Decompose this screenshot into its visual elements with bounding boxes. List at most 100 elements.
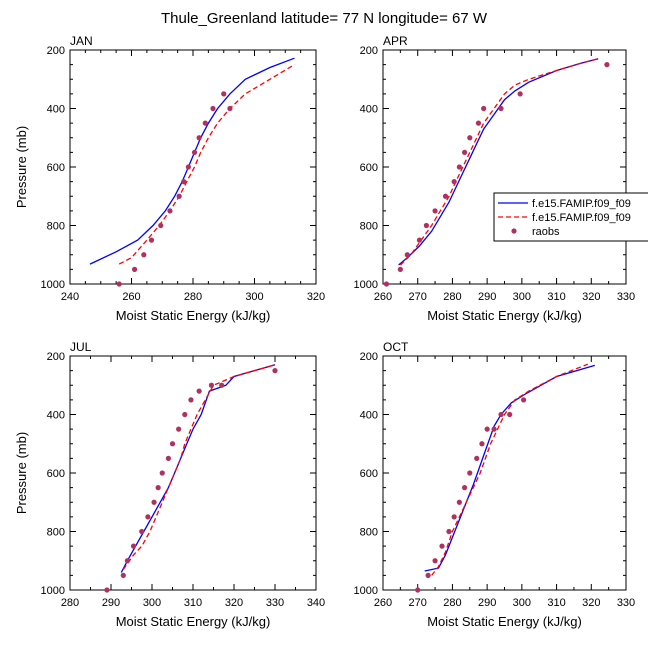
y-tick-label: 1000: [41, 585, 65, 597]
legend: f.e15.FAMIP.f09_f09 f.e15.FAMIP.f09_f09ra…: [493, 192, 648, 242]
raobs-point: [130, 543, 137, 549]
raobs-point: [404, 252, 410, 258]
raobs-point: [148, 237, 155, 243]
panel-oct: 260 270 280 290 300 310 320 330 200 400 600 800 1000…: [354, 340, 636, 629]
x-axis-label: Moist Static Energy (kJ/kg): [427, 614, 582, 629]
raobs-point: [498, 411, 504, 418]
y-tick-label: 400: [360, 104, 378, 116]
panel-jan: 240 260 280 300 320 200 400 600 800 1000 JAN Moist …: [14, 34, 325, 323]
y-tick-label: 600: [360, 162, 378, 174]
raobs-point: [507, 411, 513, 418]
raobs-point: [185, 164, 191, 170]
x-tick-label: 310: [184, 597, 202, 609]
x-tick-label: 260: [374, 291, 392, 303]
x-tick-label: 330: [617, 291, 635, 303]
legend-label: raobs: [532, 226, 560, 238]
raobs-point: [423, 222, 429, 229]
x-tick-label: 280: [61, 597, 79, 609]
x-tick-label: 260: [122, 291, 140, 303]
raobs-point: [481, 105, 487, 112]
y-tick-label: 400: [47, 410, 65, 422]
raobs-point: [210, 105, 216, 112]
raobs-point: [432, 208, 438, 214]
model2-line: [399, 58, 599, 266]
raobs-point: [456, 164, 462, 170]
raobs-point: [188, 397, 194, 403]
raobs-point: [227, 105, 233, 112]
x-tick-label: 310: [547, 291, 565, 303]
raobs-point: [208, 382, 215, 388]
raobs-point: [151, 499, 157, 505]
x-tick-label: 260: [374, 597, 392, 609]
model1-line: [424, 364, 595, 572]
x-tick-label: 280: [443, 597, 461, 609]
y-tick-label: 800: [47, 221, 65, 233]
chart-panels: 240 260 280 300 320 200 400 600 800 1000 JAN Moist …: [14, 34, 635, 629]
x-tick-label: 300: [245, 291, 263, 303]
y-tick-label: 600: [47, 468, 65, 480]
x-tick-label: 320: [582, 291, 600, 303]
plot-frame: [382, 355, 627, 591]
x-axis-label: Moist Static Energy (kJ/kg): [427, 308, 582, 323]
model2-line: [122, 364, 276, 570]
raobs-point: [202, 120, 208, 126]
panel-apr: 260 270 280 290 300 310 320 330 200 400 600 800 1000…: [354, 34, 636, 323]
x-tick-label: 340: [307, 597, 325, 609]
raobs-point: [498, 105, 504, 112]
legend-marker-raobs: [511, 228, 517, 234]
y-tick-label: 200: [47, 351, 65, 363]
raobs-point: [484, 426, 490, 432]
x-tick-label: 300: [513, 291, 531, 303]
x-tick-label: 320: [582, 597, 600, 609]
y-tick-label: 1000: [354, 279, 378, 291]
raobs-point: [456, 499, 462, 505]
raobs-point: [272, 368, 278, 374]
raobs-point: [425, 572, 431, 578]
raobs-point: [432, 558, 438, 564]
raobs-point: [155, 485, 161, 491]
raobs-point: [383, 281, 390, 287]
y-tick-label: 600: [360, 468, 378, 480]
panel-title: JAN: [70, 34, 93, 48]
x-tick-label: 290: [478, 291, 496, 303]
raobs-point: [416, 237, 423, 243]
raobs-point: [491, 426, 497, 432]
panel-title: JUL: [70, 340, 92, 354]
raobs-point: [475, 120, 482, 126]
raobs-point: [196, 135, 202, 141]
raobs-point: [116, 281, 122, 287]
panel-title: APR: [383, 34, 408, 48]
raobs-point: [159, 470, 165, 476]
model1-line: [89, 57, 295, 265]
raobs-point: [442, 193, 449, 199]
legend-label: f.e15.FAMIP.f09_f09: [532, 212, 631, 224]
x-tick-label: 240: [61, 291, 79, 303]
x-tick-label: 310: [547, 597, 565, 609]
raobs-point: [176, 193, 182, 199]
x-tick-label: 290: [478, 597, 496, 609]
y-tick-label: 800: [360, 527, 378, 539]
raobs-point: [141, 252, 147, 258]
raobs-point: [467, 470, 473, 476]
raobs-point: [181, 179, 187, 185]
raobs-point: [439, 543, 445, 549]
raobs-point: [415, 587, 421, 593]
figure-title: Thule_Greenland latitude= 77 N longitude…: [161, 10, 488, 27]
x-tick-label: 300: [513, 597, 531, 609]
plot-frame: [382, 49, 627, 285]
y-tick-label: 800: [47, 527, 65, 539]
panel-title: OCT: [383, 340, 409, 354]
plot-frame: [69, 49, 317, 285]
raobs-point: [397, 266, 403, 272]
x-axis-label: Moist Static Energy (kJ/kg): [116, 308, 271, 323]
x-tick-label: 270: [409, 291, 427, 303]
y-tick-label: 1000: [41, 279, 65, 291]
y-axis-label: Pressure (mb): [14, 432, 29, 514]
x-axis-label: Moist Static Energy (kJ/kg): [116, 614, 271, 629]
model1-line: [398, 58, 599, 266]
y-tick-label: 600: [47, 162, 65, 174]
legend-label: f.e15.FAMIP.f09_f09: [532, 198, 631, 210]
y-tick-label: 200: [360, 351, 378, 363]
raobs-point: [182, 411, 188, 418]
